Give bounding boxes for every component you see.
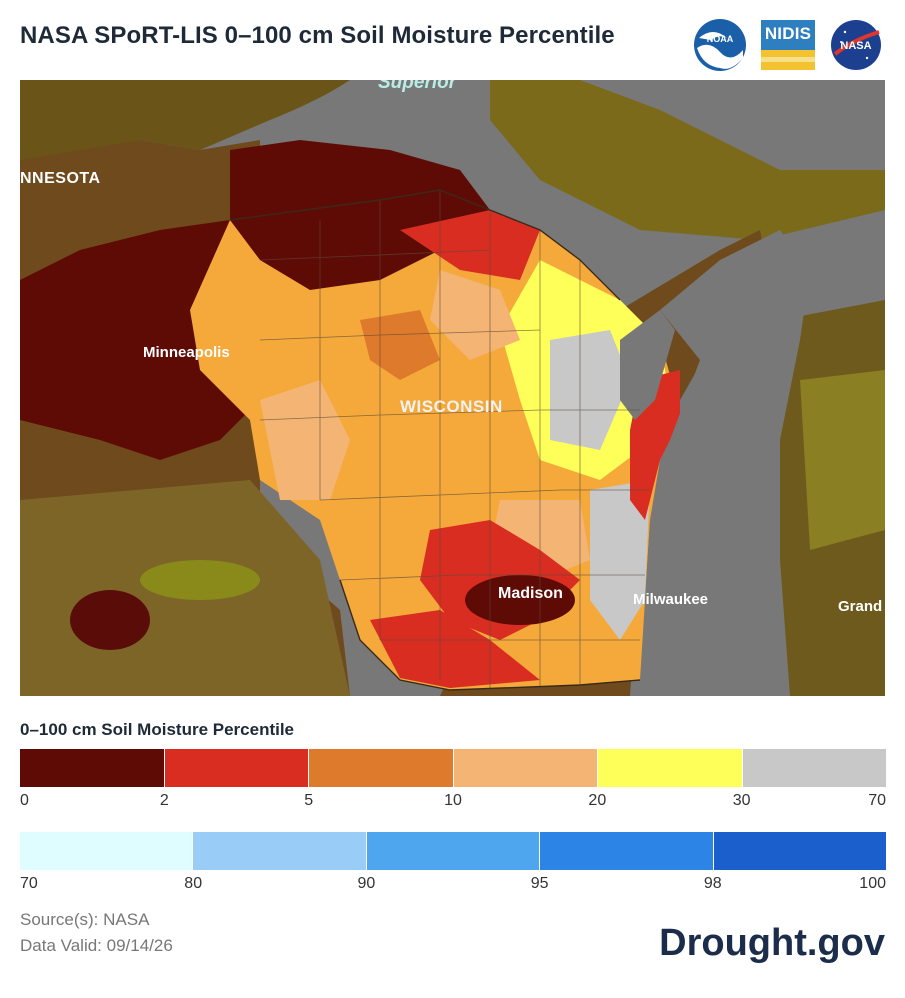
michigan-olive bbox=[800, 370, 885, 550]
legend-wet-scale bbox=[20, 832, 887, 870]
legend-wet-swatch-1 bbox=[193, 832, 367, 870]
dry-region-north-wi bbox=[230, 140, 490, 290]
label-grand: Grand bbox=[838, 598, 883, 615]
nidis-logo[interactable]: NIDIS bbox=[761, 20, 815, 70]
map-canvas bbox=[20, 80, 885, 696]
legend-dry-tick-label: 2 bbox=[159, 792, 169, 809]
legend-wet-tick-label: 100 bbox=[859, 875, 886, 892]
label-minnesota: NNESOTA bbox=[20, 170, 101, 187]
gray-region-east bbox=[590, 480, 650, 640]
label-milwaukee: Milwaukee bbox=[633, 591, 709, 608]
legend-wet-swatch-0 bbox=[20, 832, 194, 870]
legend-wet-tick-label: 90 bbox=[357, 875, 376, 892]
legend-dry-tick-label: 5 bbox=[304, 792, 314, 809]
wisconsin-border bbox=[229, 189, 641, 691]
legend-dry-tick-label: 30 bbox=[732, 792, 751, 809]
legend-dry-tick-label: 0 bbox=[20, 792, 29, 809]
legend-dry-swatch-2 bbox=[309, 749, 454, 787]
legend-wet-tick-label: 95 bbox=[530, 875, 549, 892]
dry-region-mn bbox=[20, 220, 260, 460]
label-superior: Superior bbox=[378, 80, 457, 93]
legend-dry-tick-label: 70 bbox=[868, 792, 886, 809]
soil-moisture-map[interactable]: Superior NNESOTA Minneapolis WISCONSIN M… bbox=[20, 80, 885, 696]
source-text: Source(s): NASA bbox=[20, 910, 150, 929]
olive-patch bbox=[140, 560, 260, 600]
nidis-logo-stripe bbox=[761, 57, 815, 62]
legend-dry-swatch-3 bbox=[453, 749, 598, 787]
legend-wet-swatch-2 bbox=[366, 832, 541, 870]
label-madison: Madison bbox=[498, 585, 563, 602]
data-valid-text: Data Valid: 09/14/26 bbox=[20, 936, 173, 955]
legend-wet-tick-label: 98 bbox=[703, 875, 722, 892]
label-minneapolis: Minneapolis bbox=[143, 344, 230, 361]
drought-gov-link[interactable]: Drought.gov bbox=[659, 922, 885, 964]
legend-dry-scale bbox=[20, 749, 886, 787]
legend-dry-swatch-4 bbox=[598, 749, 743, 787]
legend-dry-tick-label: 10 bbox=[444, 792, 462, 809]
upper-peninsula-land bbox=[490, 80, 885, 240]
county-lines bbox=[259, 190, 650, 690]
dry-spot-sw bbox=[70, 590, 150, 650]
page-title: NASA SPoRT-LIS 0–100 cm Soil Moisture Pe… bbox=[20, 22, 615, 49]
legend-dry-ticks: 0 2 5 10 20 30 70 bbox=[20, 792, 886, 812]
dry-region-madison bbox=[465, 575, 575, 625]
legend-dry-swatch-5 bbox=[742, 749, 886, 787]
noaa-logo[interactable]: NOAA bbox=[693, 18, 747, 72]
legend-wet-tick-label: 80 bbox=[184, 875, 203, 892]
nasa-logo-text: NASA bbox=[840, 40, 871, 52]
gray-region-central bbox=[550, 330, 630, 450]
lake-michigan bbox=[645, 230, 810, 696]
legend-title: 0–100 cm Soil Moisture Percentile bbox=[20, 720, 295, 739]
legend-wet-tick-label: 70 bbox=[20, 875, 38, 892]
nidis-logo-text: NIDIS bbox=[764, 24, 812, 43]
red-region-north bbox=[400, 210, 540, 280]
red-region-sw bbox=[370, 610, 540, 688]
logo-group: NOAA NIDIS NASA bbox=[693, 18, 883, 72]
legend-dry-tick-label: 20 bbox=[588, 792, 607, 809]
light-orange-north bbox=[430, 270, 520, 360]
legend-wet-ticks: 70 80 90 95 98 100 bbox=[20, 875, 886, 895]
nasa-logo[interactable]: NASA bbox=[829, 18, 883, 72]
legend-wet-swatch-4 bbox=[713, 832, 887, 870]
legend-wet-swatch-3 bbox=[540, 832, 714, 870]
green-bay bbox=[620, 310, 675, 420]
light-orange-west bbox=[260, 380, 350, 500]
legend-dry-swatch-0 bbox=[20, 749, 165, 787]
label-wisconsin: WISCONSIN bbox=[400, 397, 503, 416]
noaa-logo-text: NOAA bbox=[707, 34, 734, 44]
legend-dry-swatch-1 bbox=[164, 749, 309, 787]
